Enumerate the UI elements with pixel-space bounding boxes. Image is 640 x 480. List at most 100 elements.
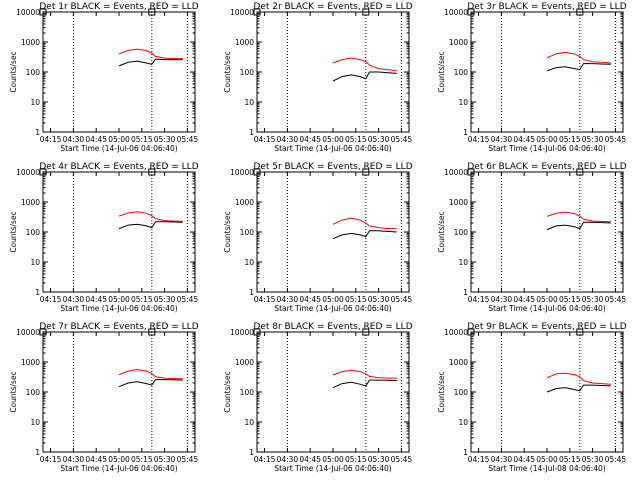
top-marker: [576, 168, 584, 176]
x-tick-label: 05:00: [322, 455, 344, 464]
x-tick-label: 04:45: [85, 295, 107, 304]
x-tick-label: 05:45: [177, 455, 199, 464]
x-tick-label: 04:30: [277, 295, 299, 304]
x-tick-label: 04:15: [40, 135, 62, 144]
x-tick-label: 05:00: [536, 135, 558, 144]
x-tick-label: 05:45: [177, 135, 199, 144]
y-tick-label: 1: [249, 128, 254, 137]
x-tick-label: 04:45: [85, 455, 107, 464]
series-line-lld: [332, 217, 397, 230]
series-line-lld: [118, 369, 183, 380]
chart-title: Det 9r BLACK = Events, RED = LLD: [467, 322, 626, 332]
y-tick-label: 1000: [21, 198, 40, 207]
series-line-events: [546, 384, 611, 393]
x-tick-label: 05:30: [582, 135, 604, 144]
y-tick-label: 10: [244, 418, 254, 427]
x-tick-label: 04:30: [63, 295, 85, 304]
chart-title: Det 4r BLACK = Events, RED = LLD: [39, 162, 198, 172]
y-axis-label: Counts/sec: [223, 51, 232, 92]
x-axis-label: Start Time (14-Jul-06 04:06:40): [488, 144, 605, 153]
x-tick-label: 04:30: [277, 455, 299, 464]
x-tick-label: 04:30: [63, 455, 85, 464]
y-tick-label: 1: [35, 448, 40, 457]
y-tick-label: 10000: [16, 8, 40, 17]
x-tick-label: 04:30: [491, 295, 513, 304]
x-axis-label: Start Time (14-Jul-08 04:06:40): [488, 464, 605, 473]
top-marker: [148, 328, 156, 336]
x-tick-label: 05:30: [368, 295, 390, 304]
x-tick-label: 04:15: [254, 295, 276, 304]
x-tick-label: 05:45: [177, 295, 199, 304]
x-tick-label: 05:00: [536, 295, 558, 304]
x-tick-label: 05:30: [368, 135, 390, 144]
x-tick-label: 05:15: [345, 295, 367, 304]
series-line-lld: [118, 211, 183, 222]
y-tick-label: 10: [458, 258, 468, 267]
x-tick-label: 04:45: [513, 455, 535, 464]
y-axis-label: Counts/sec: [437, 371, 446, 412]
y-tick-label: 100: [240, 388, 255, 397]
x-tick-label: 04:45: [299, 295, 321, 304]
y-tick-label: 1000: [235, 198, 254, 207]
x-tick-label: 04:45: [299, 455, 321, 464]
y-tick-label: 10: [244, 98, 254, 107]
x-tick-label: 05:00: [108, 455, 130, 464]
y-tick-label: 1000: [449, 358, 468, 367]
y-tick-label: 10: [458, 98, 468, 107]
x-tick-label: 04:15: [40, 295, 62, 304]
x-tick-label: 05:15: [345, 135, 367, 144]
y-tick-label: 1000: [21, 358, 40, 367]
y-axis-label: Counts/sec: [9, 371, 18, 412]
series-line-events: [546, 63, 611, 72]
chart-title: Det 5r BLACK = Events, RED = LLD: [253, 162, 412, 172]
x-tick-label: 05:45: [605, 455, 627, 464]
x-tick-label: 05:15: [345, 455, 367, 464]
y-tick-label: 1: [463, 448, 468, 457]
x-tick-label: 05:30: [154, 455, 176, 464]
y-tick-label: 100: [454, 228, 469, 237]
x-tick-label: 05:30: [154, 135, 176, 144]
series-line-events: [118, 379, 183, 388]
x-tick-label: 05:45: [391, 455, 413, 464]
y-tick-label: 1000: [449, 38, 468, 47]
y-axis-label: Counts/sec: [223, 371, 232, 412]
y-tick-label: 10000: [444, 168, 468, 177]
x-tick-label: 04:45: [85, 135, 107, 144]
x-tick-label: 05:00: [322, 135, 344, 144]
x-tick-label: 05:00: [322, 295, 344, 304]
y-tick-label: 1000: [21, 38, 40, 47]
top-marker: [362, 168, 370, 176]
top-marker: [362, 8, 370, 16]
x-tick-label: 05:45: [605, 295, 627, 304]
series-line-events: [332, 71, 397, 82]
plot-frame: [42, 331, 196, 453]
x-tick-label: 05:15: [559, 455, 581, 464]
x-axis-label: Start Time (14-Jul-06 04:06:40): [60, 144, 177, 153]
series-line-lld: [546, 372, 611, 385]
y-tick-label: 10: [30, 418, 40, 427]
plot-frame: [470, 171, 624, 293]
plot-frame: [256, 11, 410, 133]
x-axis-label: Start Time (14-Jul-06 04:06:40): [488, 304, 605, 313]
x-tick-label: 04:45: [299, 135, 321, 144]
x-tick-label: 05:15: [131, 455, 153, 464]
top-marker: [362, 328, 370, 336]
x-tick-label: 05:45: [605, 135, 627, 144]
x-tick-label: 04:30: [491, 455, 513, 464]
y-tick-label: 10000: [444, 328, 468, 337]
chart-title: Det 8r BLACK = Events, RED = LLD: [253, 322, 412, 332]
y-tick-label: 1000: [235, 38, 254, 47]
y-axis-label: Counts/sec: [437, 211, 446, 252]
y-tick-label: 10000: [16, 168, 40, 177]
y-tick-label: 10000: [230, 8, 254, 17]
top-marker: [148, 8, 156, 16]
y-tick-label: 100: [454, 68, 469, 77]
x-tick-label: 05:00: [536, 455, 558, 464]
series-line-events: [546, 221, 611, 231]
